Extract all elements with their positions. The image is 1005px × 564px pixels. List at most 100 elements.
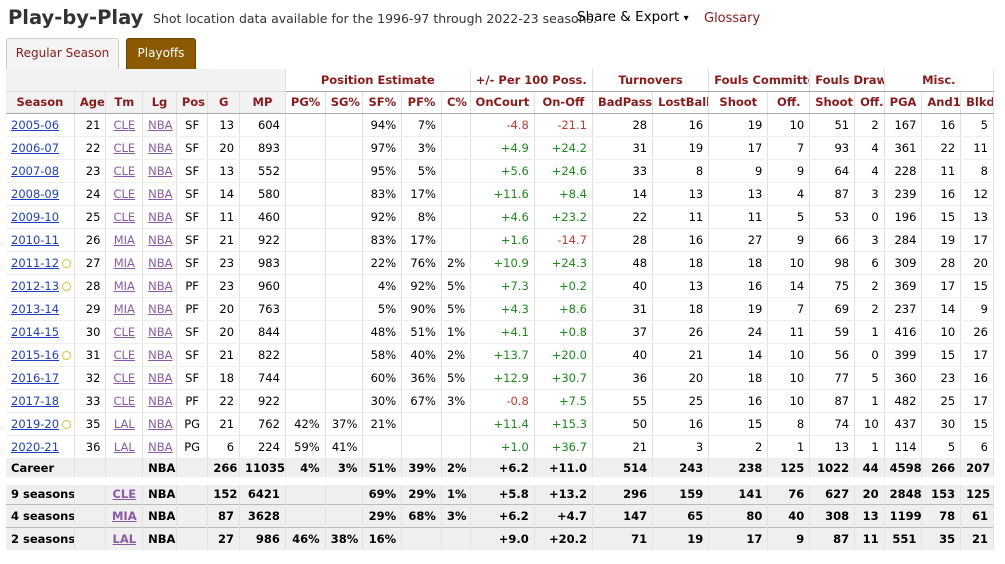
team-link[interactable]: CLE (113, 186, 136, 201)
column-header-shoot[interactable]: Shoot (809, 91, 856, 114)
league-link[interactable]: NBA (148, 393, 173, 408)
column-header-badpass[interactable]: BadPass (592, 91, 654, 114)
fdo-cell: 3 (854, 182, 885, 206)
column-header-pg-[interactable]: PG% (285, 91, 326, 114)
league-link[interactable]: NBA (148, 416, 173, 431)
season-link[interactable]: 2006-07 (11, 140, 60, 155)
team-link[interactable]: CLE (113, 347, 136, 362)
pg-cell (285, 274, 326, 298)
pg-cell (285, 136, 326, 160)
season-link[interactable]: 2011-12 (11, 255, 60, 270)
bp-cell: 40 (592, 343, 654, 367)
league-link[interactable]: NBA (148, 209, 173, 224)
sg-cell: 37% (325, 412, 364, 436)
column-header-c-[interactable]: C% (441, 91, 471, 114)
team-link[interactable]: MIA (113, 278, 135, 293)
season-link[interactable]: 2020-21 (11, 439, 60, 454)
season-link[interactable]: 2017-18 (11, 393, 60, 408)
column-header-off-[interactable]: Off. (854, 91, 885, 114)
column-header-g[interactable]: G (207, 91, 241, 114)
pf-cell: 5% (401, 159, 442, 183)
team-link[interactable]: CLE (113, 163, 136, 178)
season-link[interactable]: 2014-15 (11, 324, 60, 339)
table-row: 2009-10 25 CLE NBA SF 11 460 92% 8% +4.6 +23.2 22 11… (6, 205, 994, 229)
league-link[interactable]: NBA (148, 117, 173, 132)
season-link[interactable]: 2019-20 (11, 416, 60, 431)
league-link[interactable]: NBA (148, 255, 173, 270)
team-link[interactable]: CLE (113, 393, 136, 408)
lb-cell: 19 (652, 136, 710, 160)
bp-cell: 147 (592, 503, 654, 527)
team-link[interactable]: LAL (112, 531, 137, 546)
team-link[interactable]: MIA (113, 301, 135, 316)
fco-cell: 9 (767, 526, 811, 550)
on-cell: +9.0 (470, 526, 535, 550)
column-header-sg-[interactable]: SG% (325, 91, 364, 114)
team-link[interactable]: MIA (111, 508, 137, 523)
team-link[interactable]: CLE (113, 324, 136, 339)
season-link[interactable]: 2015-16 (11, 347, 60, 362)
column-header-season[interactable]: Season (6, 91, 75, 114)
column-header-blkd[interactable]: Blkd (960, 91, 994, 114)
fcs-cell: 18 (708, 251, 769, 275)
season-link[interactable]: 2005-06 (11, 117, 60, 132)
team-link[interactable]: CLE (112, 487, 137, 502)
sf-cell: 22% (362, 251, 403, 275)
league-link[interactable]: NBA (148, 301, 173, 316)
team-link[interactable]: LAL (113, 439, 135, 454)
column-header-lostball[interactable]: LostBall (652, 91, 710, 114)
column-header-tm[interactable]: Tm (105, 91, 144, 114)
team-link[interactable]: LAL (113, 416, 135, 431)
team-link[interactable]: CLE (113, 209, 136, 224)
column-header-off-[interactable]: Off. (767, 91, 811, 114)
column-header-mp[interactable]: MP (239, 91, 286, 114)
mp-cell: 922 (239, 228, 286, 252)
column-header-and1[interactable]: And1 (921, 91, 962, 114)
team-link[interactable]: CLE (113, 117, 136, 132)
column-header-oncourt[interactable]: OnCourt (470, 91, 535, 114)
season-link[interactable]: 2012-13 (11, 278, 60, 293)
tab-regular-season[interactable]: Regular Season (6, 38, 119, 69)
blkd-cell: 17 (960, 228, 994, 252)
fdo-cell: 20 (854, 477, 885, 504)
column-header-on-off[interactable]: On-Off (534, 91, 593, 114)
league-link[interactable]: NBA (148, 370, 173, 385)
share-export-menu[interactable]: Share & Export ▾ (577, 9, 689, 25)
team-link[interactable]: MIA (113, 255, 135, 270)
fcs-cell: 80 (708, 503, 769, 527)
team-link[interactable]: CLE (113, 140, 136, 155)
column-header-pos[interactable]: Pos (176, 91, 209, 114)
season-cell: 2013-14 (6, 297, 75, 321)
bp-cell: 31 (592, 136, 654, 160)
season-link[interactable]: 2008-09 (11, 186, 60, 201)
tab-playoffs[interactable]: Playoffs (126, 38, 196, 69)
fco-cell: 1 (767, 435, 811, 459)
league-link[interactable]: NBA (148, 186, 173, 201)
blkd-cell: 8 (960, 159, 994, 183)
column-header-pf-[interactable]: PF% (401, 91, 442, 114)
sg-cell (325, 297, 364, 321)
team-link[interactable]: MIA (113, 232, 135, 247)
season-link[interactable]: 2007-08 (11, 163, 60, 178)
season-link[interactable]: 2013-14 (11, 301, 60, 316)
column-header-pga[interactable]: PGA (884, 91, 923, 114)
glossary-link[interactable]: Glossary (704, 11, 761, 26)
league-link[interactable]: NBA (148, 232, 173, 247)
league-link[interactable]: NBA (148, 140, 173, 155)
team-cell: LAL (105, 412, 144, 436)
league-link[interactable]: NBA (148, 347, 173, 362)
column-header-sf-[interactable]: SF% (362, 91, 403, 114)
pga-cell: 228 (884, 159, 923, 183)
team-link[interactable]: CLE (113, 370, 136, 385)
league-link[interactable]: NBA (148, 278, 173, 293)
column-header-age[interactable]: Age (74, 91, 107, 114)
season-link[interactable]: 2010-11 (11, 232, 60, 247)
season-link[interactable]: 2009-10 (11, 209, 60, 224)
season-link[interactable]: 2016-17 (11, 370, 60, 385)
column-header-lg[interactable]: Lg (142, 91, 177, 114)
league-link[interactable]: NBA (148, 324, 173, 339)
fds-cell: 77 (809, 366, 856, 390)
column-header-shoot[interactable]: Shoot (708, 91, 769, 114)
league-link[interactable]: NBA (148, 163, 173, 178)
league-link[interactable]: NBA (148, 439, 173, 454)
